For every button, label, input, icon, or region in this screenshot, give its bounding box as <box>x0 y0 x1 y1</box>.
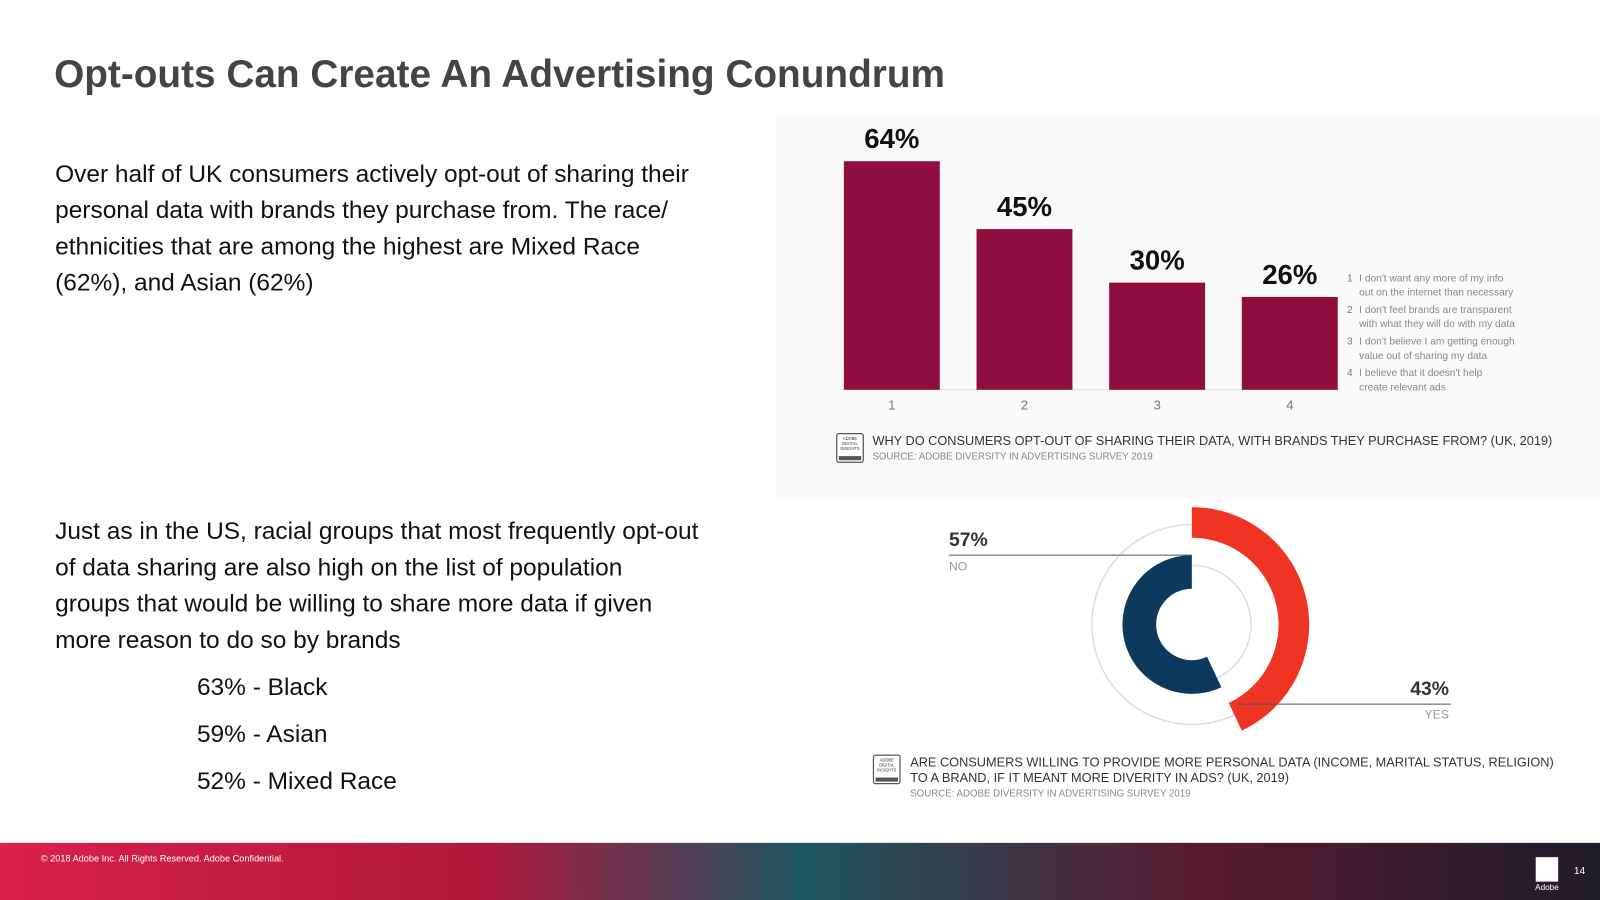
badge-stripe <box>875 777 898 782</box>
slide-title: Opt-outs Can Create An Advertising Conun… <box>54 53 945 96</box>
copyright: © 2018 Adobe Inc. All Rights Reserved. A… <box>41 854 284 864</box>
x-tick-label: 1 <box>888 398 895 413</box>
paragraph-line: groups that would be willing to share mo… <box>55 591 652 618</box>
note-number: 4 <box>1347 368 1353 379</box>
badge-text: ADOBE <box>880 757 895 762</box>
slice-label: YES <box>1424 708 1448 722</box>
chart-caption: WHY DO CONSUMERS OPT-OUT OF SHARING THEI… <box>872 433 1552 448</box>
list-item: 52% - Mixed Race <box>197 768 397 795</box>
note-text: I believe that it doesn't help <box>1359 368 1482 379</box>
paragraph-line: personal data with brands they purchase … <box>55 197 668 224</box>
slice-label: NO <box>949 560 967 574</box>
x-tick-label: 2 <box>1021 398 1028 413</box>
paragraph-line: more reason to do so by brands <box>55 627 400 654</box>
data-label: 43% <box>1410 678 1449 700</box>
note-number: 1 <box>1347 273 1353 284</box>
note-number: 3 <box>1347 337 1353 348</box>
badge-text: DIGITAL <box>879 762 895 767</box>
note-text: I don't feel brands are transparent <box>1359 305 1512 316</box>
body-text: Over half of UK consumers actively opt-o… <box>55 161 699 795</box>
badge-text: ADOBE <box>843 436 858 441</box>
note-text: I don't believe I am getting enough <box>1359 337 1514 348</box>
chart-caption: ARE CONSUMERS WILLING TO PROVIDE MORE PE… <box>910 755 1554 770</box>
badge-icon <box>872 754 901 785</box>
chart-source: SOURCE: ADOBE DIVERSITY IN ADVERTISING S… <box>872 452 1152 463</box>
page-number: 14 <box>1574 866 1586 877</box>
note-text: out on the internet than necessary <box>1359 288 1514 299</box>
brand: Adobe <box>1535 883 1559 892</box>
bar <box>1241 296 1338 390</box>
paragraph-line: ethnicities that are among the highest a… <box>55 233 640 260</box>
data-label: 64% <box>864 123 919 154</box>
donut-slice <box>1122 555 1222 694</box>
data-label: 26% <box>1262 259 1317 290</box>
note-text: with what they will do with my data <box>1358 319 1515 330</box>
footer: © 2018 Adobe Inc. All Rights Reserved. A… <box>41 854 1586 892</box>
note-text: create relevant ads <box>1359 382 1446 393</box>
badge-text: INSIGHTS <box>877 767 897 772</box>
list-item: 59% - Asian <box>197 721 328 748</box>
donut-slice <box>1191 507 1310 731</box>
note-text: value out of sharing my data <box>1359 351 1487 362</box>
note-number: 2 <box>1347 305 1353 316</box>
badge-text: DIGITAL <box>842 441 858 446</box>
data-label: 45% <box>997 191 1052 222</box>
paragraph-line: (62%), and Asian (62%) <box>55 270 313 297</box>
bar <box>976 229 1073 390</box>
badge-icon <box>836 433 864 463</box>
paragraph-line: of data sharing are also high on the lis… <box>55 554 622 581</box>
charts: 64% 1 45% 2 30% 3 26% 4 1 I don't want any more o… <box>836 123 1554 799</box>
paragraph-line: Over half of UK consumers actively opt-o… <box>55 161 689 188</box>
paragraph-line: Just as in the US, racial groups that mo… <box>55 518 699 545</box>
bar <box>843 161 940 390</box>
list-item: 63% - Black <box>197 674 328 701</box>
badge-text: INSIGHTS <box>840 446 860 451</box>
bar <box>1109 282 1206 390</box>
x-tick-label: 4 <box>1286 398 1293 413</box>
x-tick-label: 3 <box>1153 398 1160 413</box>
footer-band <box>0 842 1600 900</box>
data-label: 30% <box>1130 245 1185 276</box>
badge-stripe <box>838 456 862 461</box>
adobe-logo <box>1535 857 1559 882</box>
data-label: 57% <box>949 529 988 551</box>
chart-source: SOURCE: ADOBE DIVERSITY IN ADVERTISING S… <box>910 788 1190 799</box>
chart-caption: TO A BRAND, IF IT MEANT MORE DIVERITY IN… <box>910 770 1289 785</box>
note-text: I don't want any more of my info <box>1359 273 1503 284</box>
